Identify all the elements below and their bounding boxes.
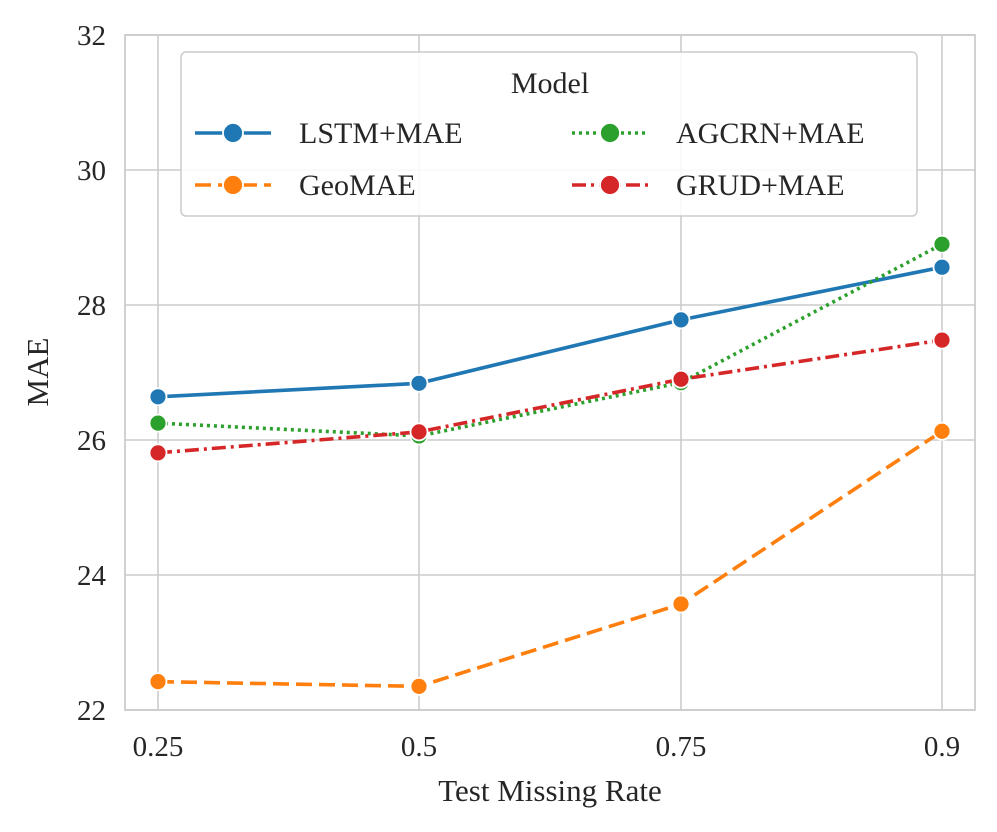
data-point (671, 310, 691, 330)
data-point (932, 330, 952, 350)
series-grud-mae (148, 330, 952, 463)
series-agcrn-mae (148, 234, 952, 446)
x-tick-label: 0.5 (401, 731, 437, 763)
legend-label: AGCRN+MAE (676, 117, 865, 150)
legend-marker (599, 122, 621, 144)
legend-marker (222, 122, 244, 144)
data-point (409, 373, 429, 393)
legend-item: GRUD+MAE (572, 169, 845, 202)
axes-frame (124, 34, 976, 711)
plot-border (124, 34, 976, 711)
series-lstm-mae (148, 257, 952, 407)
legend-label: LSTM+MAE (299, 117, 463, 150)
data-point (932, 421, 952, 441)
data-point (148, 387, 168, 407)
legend: Model LSTM+MAE GeoMAE AGCRN+MAE GRUD+MAE (180, 51, 918, 217)
series-line (157, 265, 943, 399)
y-tick-label: 26 (77, 425, 106, 457)
legend-item: LSTM+MAE (195, 117, 463, 150)
series-geomae (148, 421, 952, 696)
legend-items: LSTM+MAE GeoMAE AGCRN+MAE GRUD+MAE (195, 117, 865, 202)
data-point (932, 257, 952, 277)
x-tick-label: 0.75 (656, 731, 707, 763)
data-point (148, 443, 168, 463)
legend-marker (222, 174, 244, 196)
y-tick-label: 22 (77, 695, 106, 727)
series-layer (148, 234, 952, 696)
series-line (157, 429, 943, 689)
data-point (932, 234, 952, 254)
y-axis-label: MAE (20, 338, 55, 407)
x-axis-label: Test Missing Rate (438, 773, 661, 808)
series-line (157, 242, 943, 438)
legend-title: Model (511, 67, 589, 100)
data-point (671, 369, 691, 389)
data-point (671, 594, 691, 614)
legend-label: GRUD+MAE (676, 169, 845, 202)
y-tick-label: 30 (77, 155, 106, 187)
y-tick-label: 28 (77, 290, 106, 322)
x-tick-label: 0.25 (133, 731, 184, 763)
data-point (409, 676, 429, 696)
legend-box (180, 51, 918, 217)
legend-item: AGCRN+MAE (572, 117, 865, 150)
x-tick-labels: 0.25 0.5 0.75 0.9 (133, 731, 961, 763)
x-tick-label: 0.9 (924, 731, 960, 763)
y-tick-label: 32 (77, 20, 106, 52)
legend-marker (599, 174, 621, 196)
data-point (148, 672, 168, 692)
series-line (157, 338, 943, 455)
data-point (409, 422, 429, 442)
data-point (148, 413, 168, 433)
legend-label: GeoMAE (299, 169, 416, 202)
y-tick-labels: 22 24 26 28 30 32 (77, 20, 107, 727)
legend-item: GeoMAE (195, 169, 416, 202)
y-tick-label: 24 (77, 560, 107, 592)
